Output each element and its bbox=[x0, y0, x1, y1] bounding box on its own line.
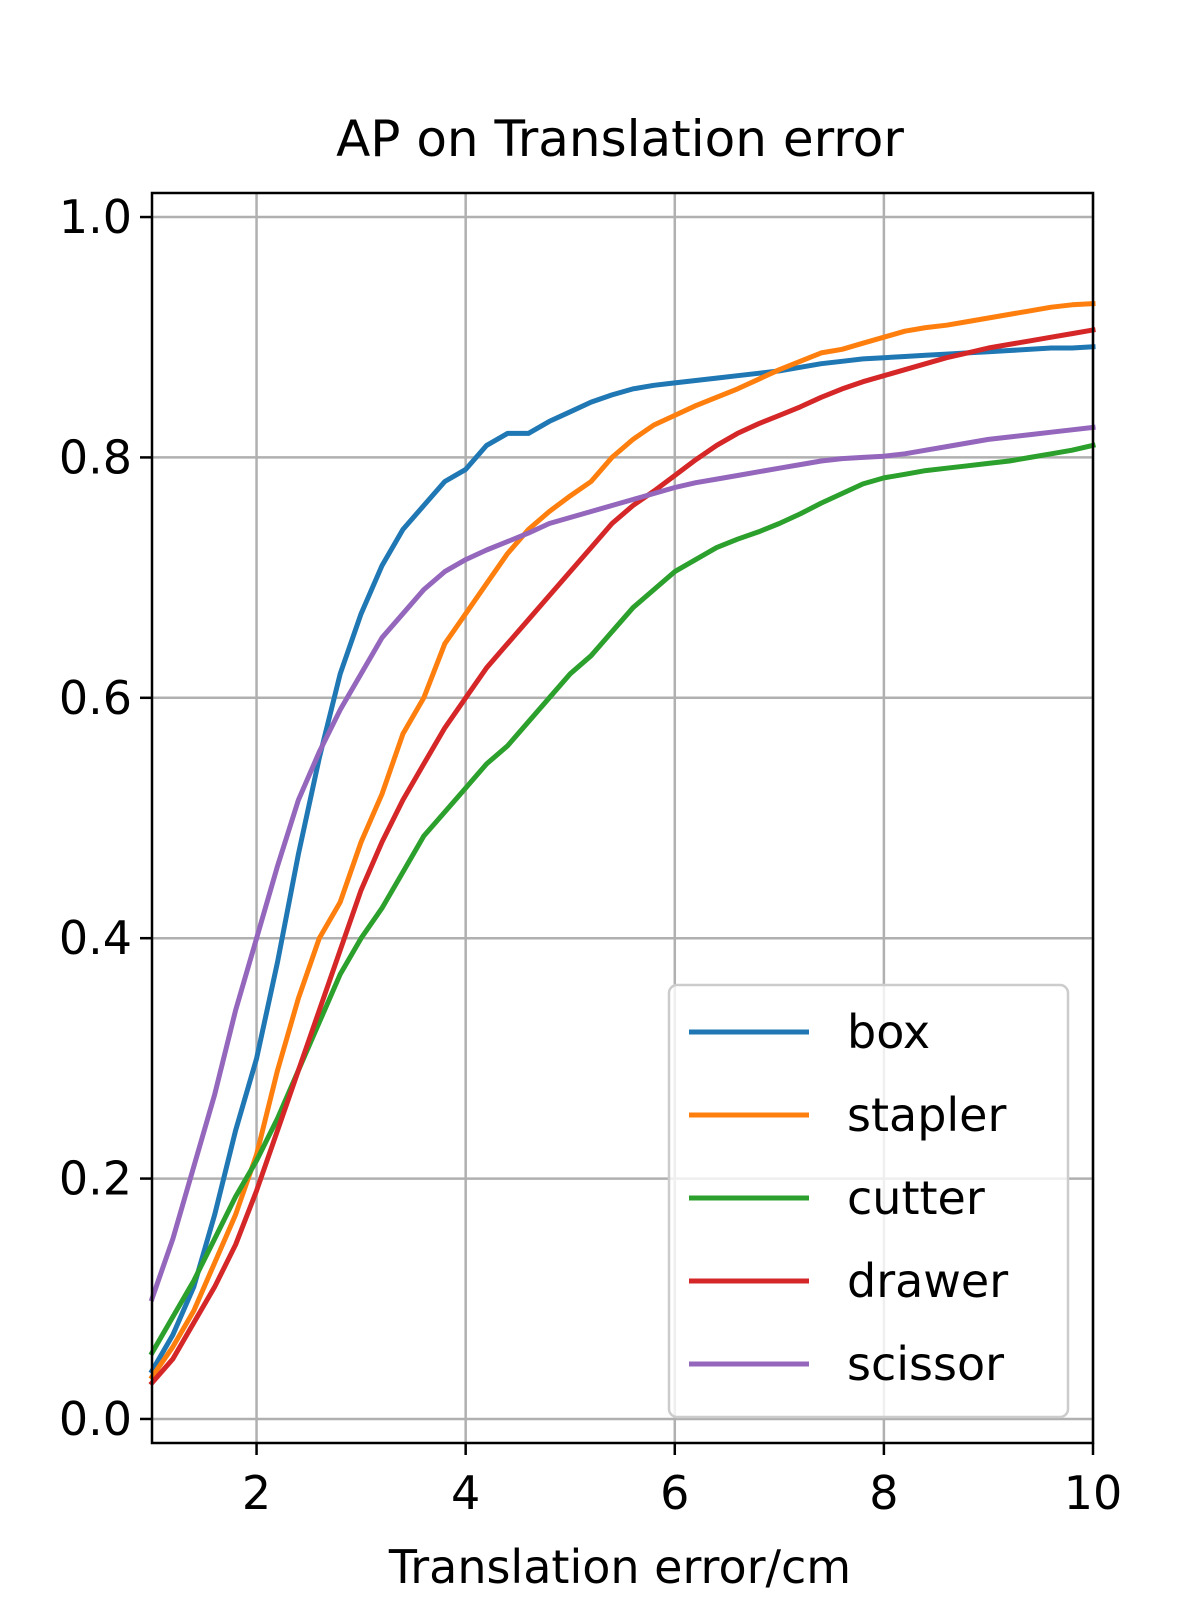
y-tick-label: 0.0 bbox=[59, 1392, 132, 1446]
series-lines bbox=[148, 300, 1096, 1387]
grid bbox=[152, 193, 1095, 1443]
x-axis-label: Translation error/cm bbox=[388, 1540, 851, 1594]
plot-frame bbox=[150, 191, 1095, 1445]
y-tick-label: 0.2 bbox=[59, 1152, 132, 1206]
series-line-stapler bbox=[148, 300, 1096, 1381]
x-axis-ticks: 2 4 6 8 10 bbox=[242, 1443, 1122, 1520]
legend-box bbox=[667, 983, 1070, 1419]
y-tick-label: 0.4 bbox=[59, 911, 132, 965]
legend-label-stapler: stapler bbox=[847, 1088, 1006, 1142]
legend-label-box: box bbox=[847, 1005, 930, 1059]
x-tick-label: 10 bbox=[1064, 1466, 1123, 1520]
series-line-drawer bbox=[148, 327, 1096, 1387]
x-tick-label: 6 bbox=[660, 1466, 689, 1520]
legend-label-drawer: drawer bbox=[847, 1254, 1008, 1308]
y-tick-label: 1.0 bbox=[59, 190, 132, 244]
x-tick-label: 2 bbox=[242, 1466, 271, 1520]
legend: box stapler cutter drawer scissor bbox=[667, 983, 1070, 1419]
x-tick-label: 4 bbox=[451, 1466, 480, 1520]
x-tick-label: 8 bbox=[869, 1466, 898, 1520]
series-line-box bbox=[148, 344, 1096, 1375]
legend-label-scissor: scissor bbox=[847, 1337, 1004, 1391]
series-line-scissor bbox=[148, 424, 1096, 1302]
chart-title: AP on Translation error bbox=[336, 110, 904, 168]
y-axis-ticks: 0.0 0.2 0.4 0.6 0.8 1.0 bbox=[59, 190, 152, 1446]
y-tick-label: 0.6 bbox=[59, 671, 132, 725]
y-tick-label: 0.8 bbox=[59, 430, 132, 484]
legend-label-cutter: cutter bbox=[847, 1171, 985, 1225]
